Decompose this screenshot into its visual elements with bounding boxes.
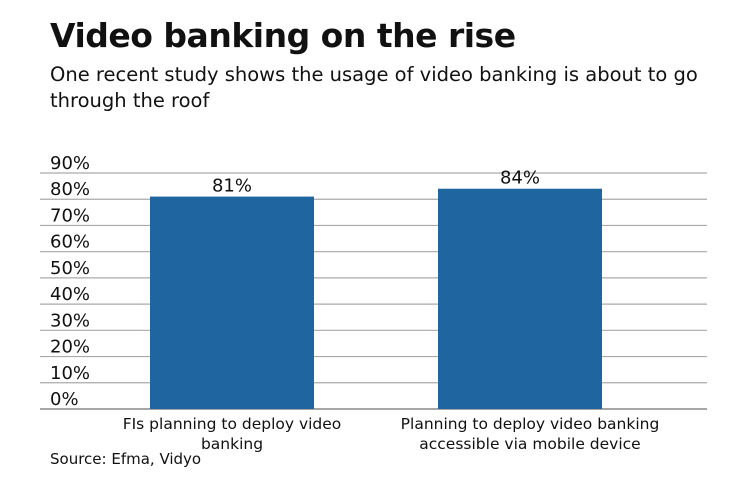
y-tick-label: 20% <box>50 337 90 358</box>
y-tick-label: 90% <box>50 153 90 174</box>
y-tick-label: 80% <box>50 179 90 200</box>
source-note: Source: Efma, Vidyo <box>50 450 202 468</box>
bar <box>150 196 314 409</box>
x-category-label: accessible via mobile device <box>419 435 640 453</box>
y-tick-label: 60% <box>50 232 90 253</box>
bar <box>438 188 602 409</box>
chart-title: Video banking on the rise <box>50 16 516 55</box>
y-tick-label: 0% <box>50 389 79 410</box>
x-category-label: FIs planning to deploy video <box>123 415 342 433</box>
data-label: 84% <box>500 168 540 189</box>
y-tick-label: 70% <box>50 205 90 226</box>
y-tick-label: 10% <box>50 363 90 384</box>
data-label: 81% <box>212 176 252 197</box>
x-category-label: banking <box>201 435 263 453</box>
y-tick-label: 50% <box>50 258 90 279</box>
y-tick-label: 40% <box>50 284 90 305</box>
y-tick-label: 30% <box>50 310 90 331</box>
chart-subtitle: One recent study shows the usage of vide… <box>50 63 698 112</box>
x-category-label: Planning to deploy video banking <box>401 415 660 433</box>
